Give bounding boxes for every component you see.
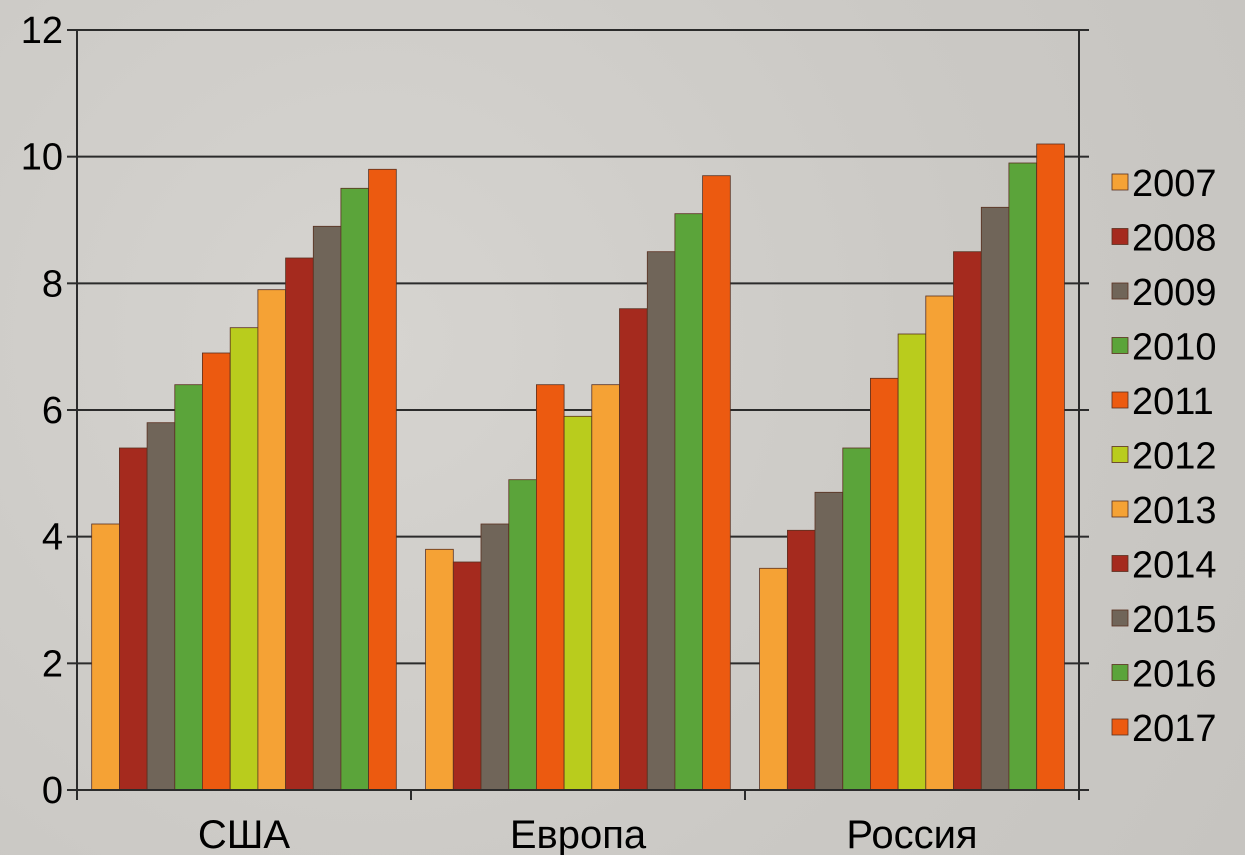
x-category-label: Европа (510, 813, 647, 855)
bar-2009-2 (814, 491, 844, 791)
bar-2010-1 (508, 479, 537, 791)
bar-2017-0 (368, 168, 397, 791)
legend-swatch-2015 (1111, 609, 1129, 627)
y-tick-label: 8 (42, 263, 63, 305)
bar-2017-2 (1036, 143, 1065, 791)
legend: 2007 2008 2009 2010 2011 2012 2013 2014 2015 2016… (1111, 163, 1217, 750)
legend-swatch-2013 (1111, 500, 1129, 518)
bar-2012-1 (563, 415, 593, 791)
y-tick-label: 2 (42, 643, 63, 685)
legend-label-2016: 2016 (1132, 654, 1217, 696)
legend-swatch-2008 (1111, 228, 1129, 245)
bar-2007-2 (759, 567, 788, 791)
y-tick-label: 12 (21, 10, 63, 52)
legend-label-2007: 2007 (1132, 163, 1217, 205)
legend-label-2008: 2008 (1132, 218, 1217, 260)
bar-2011-2 (870, 377, 899, 791)
bar-2015-2 (980, 206, 1010, 791)
bar-2007-0 (91, 523, 120, 791)
legend-label-2015: 2015 (1132, 599, 1217, 641)
legend-label-2010: 2010 (1132, 327, 1217, 369)
legend-swatch-2017 (1111, 718, 1129, 736)
legend-swatch-2011 (1111, 391, 1129, 409)
bar-2009-0 (146, 422, 176, 791)
bar-2012-2 (897, 333, 927, 791)
legend-swatch-2012 (1111, 446, 1129, 463)
bar-2016-1 (674, 213, 704, 791)
legend-label-2013: 2013 (1132, 490, 1217, 532)
legend-swatch-2014 (1111, 555, 1129, 572)
bar-2013-2 (925, 295, 954, 791)
legend-label-2012: 2012 (1132, 436, 1217, 478)
bar-2015-1 (646, 251, 676, 791)
bar-2013-1 (591, 384, 620, 791)
bar-2013-0 (257, 289, 286, 791)
bar-2016-0 (340, 187, 369, 791)
y-tick-label: 6 (42, 390, 63, 432)
bar-2011-0 (201, 352, 231, 791)
legend-label-2014: 2014 (1132, 545, 1217, 587)
legend-swatch-2010 (1111, 337, 1129, 354)
axes: 0 2 4 6 8 10 12 США Европа Россия (21, 10, 1089, 855)
legend-label-2011: 2011 (1132, 381, 1214, 423)
x-category-label: Россия (846, 813, 977, 855)
legend-label-2017: 2017 (1132, 708, 1217, 750)
legend-swatch-2007 (1111, 173, 1129, 191)
y-tick-label: 0 (42, 770, 63, 812)
bar-2010-2 (842, 447, 871, 791)
bar-2008-0 (119, 447, 148, 791)
bar-2007-1 (425, 548, 454, 791)
bar-2016-2 (1008, 162, 1038, 791)
bar-2011-1 (536, 384, 565, 791)
bar-2015-0 (312, 225, 342, 791)
bar-2008-2 (787, 529, 816, 791)
legend-swatch-2009 (1111, 282, 1129, 300)
bar-2014-0 (285, 257, 314, 791)
bar-2012-0 (229, 327, 259, 791)
bar-2014-2 (953, 251, 982, 791)
bar-2014-1 (619, 308, 648, 791)
legend-label-2009: 2009 (1132, 272, 1217, 314)
bar-2008-1 (452, 561, 482, 791)
legend-swatch-2016 (1111, 664, 1129, 681)
bar-2009-1 (480, 523, 510, 791)
bar-2010-0 (174, 384, 203, 791)
y-tick-label: 4 (42, 517, 63, 559)
x-category-label: США (198, 813, 291, 855)
bar-2017-1 (702, 175, 731, 791)
bars (91, 143, 1065, 791)
y-tick-label: 10 (21, 137, 63, 179)
